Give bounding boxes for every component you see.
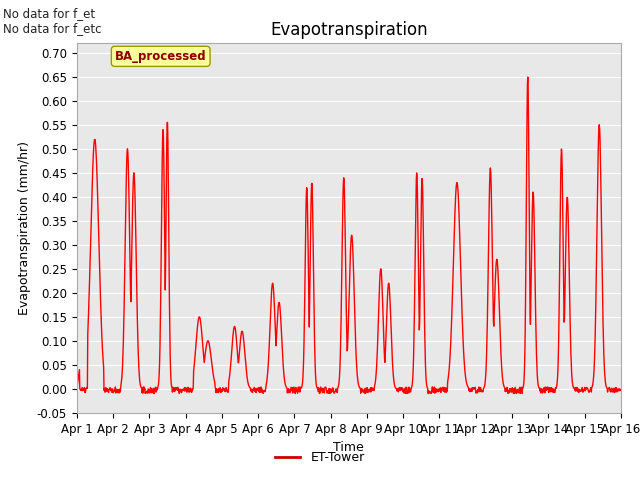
X-axis label: Time: Time (333, 441, 364, 454)
Legend: ET-Tower: ET-Tower (270, 446, 370, 469)
Y-axis label: Evapotranspiration (mm/hr): Evapotranspiration (mm/hr) (19, 141, 31, 315)
Text: No data for f_etc: No data for f_etc (3, 22, 102, 35)
Text: No data for f_et: No data for f_et (3, 7, 95, 20)
Text: BA_processed: BA_processed (115, 50, 207, 63)
Title: Evapotranspiration: Evapotranspiration (270, 21, 428, 39)
